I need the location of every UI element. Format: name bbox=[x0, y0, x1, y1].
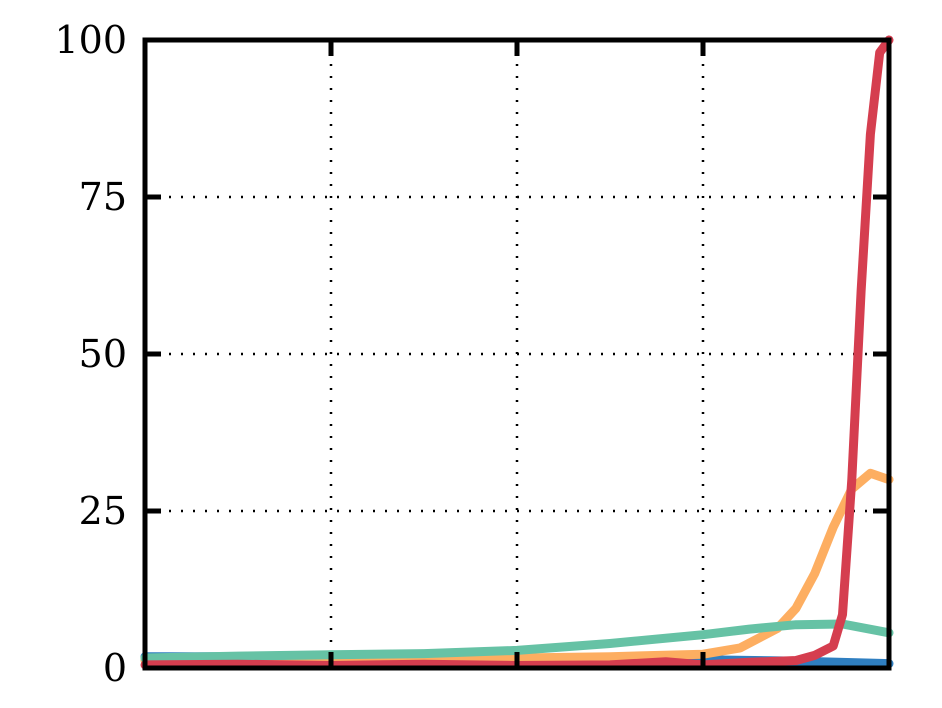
y-tick-label-1: 25 bbox=[79, 489, 127, 533]
y-tick-label-4: 100 bbox=[54, 18, 127, 62]
y-tick-labels: 0 25 50 75 100 bbox=[54, 18, 127, 690]
y-tick-label-3: 75 bbox=[79, 175, 127, 219]
series-line-2 bbox=[140, 619, 894, 663]
grid-lines bbox=[145, 40, 889, 668]
series-line-3 bbox=[140, 35, 894, 670]
axes bbox=[142, 37, 892, 671]
y-tick-label-0: 0 bbox=[103, 646, 127, 690]
y-tick-label-2: 50 bbox=[79, 332, 127, 376]
series-line-1 bbox=[140, 468, 894, 665]
